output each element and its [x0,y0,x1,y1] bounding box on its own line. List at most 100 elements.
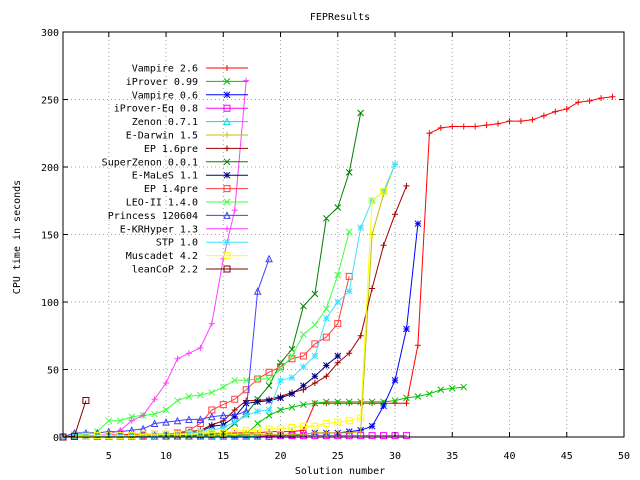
data-point [231,376,239,384]
series-line [62,164,396,438]
data-point [311,380,318,386]
data-point [185,350,192,357]
legend-swatch-marker [223,91,231,99]
data-point [219,429,227,437]
data-point [219,424,227,431]
y-tick-label: 100 [41,298,59,309]
y-tick-label: 200 [41,163,59,174]
legend: Vampire 2.6 iProver 0.99 Vampire 0.6 iProve… [102,64,248,276]
data-point [300,363,307,371]
data-point [139,432,147,440]
data-point [128,413,136,421]
data-point [334,352,342,360]
data-point [460,383,468,391]
data-point [311,290,319,298]
legend-entry: E-Darwin 1.5 [126,131,248,142]
data-point [277,366,284,373]
data-point [277,425,285,433]
legend-entry: SuperZenon 0.0.1 [102,157,248,168]
data-point [322,305,330,313]
data-point [243,77,250,84]
data-point [231,418,239,426]
data-point [323,400,330,407]
legend-label: LEO-II 1.4.0 [126,198,198,209]
data-point [231,207,238,214]
series-5 [60,161,399,440]
data-point [311,399,319,407]
data-point [322,314,330,322]
data-point [265,368,273,376]
data-point [277,394,284,402]
y-tick-label: 150 [41,231,59,242]
data-point [253,432,262,440]
data-point [254,431,261,438]
legend-label: iProver 0.99 [126,77,198,88]
data-point [219,411,228,419]
data-point [230,411,239,419]
legend-entry: Muscadet 4.2 [126,251,248,262]
data-point [299,422,307,430]
data-point [334,359,341,366]
data-point [380,187,388,195]
data-point [139,432,147,440]
legend-entry: leanCoP 2.2 [132,265,248,276]
data-point [403,394,410,402]
data-point [300,302,307,310]
data-point [311,429,318,436]
data-point [414,342,421,349]
data-point [265,254,273,263]
data-point [277,363,285,371]
data-point [414,393,422,400]
y-tick-label: 250 [41,96,59,107]
data-point [277,406,284,414]
data-point [368,197,376,205]
data-point [151,432,158,440]
x-tick-label: 50 [618,451,630,462]
data-point [277,359,284,367]
data-point [265,425,273,433]
legend-swatch-marker [223,252,231,260]
series-10 [59,228,353,441]
legend-swatch-marker [223,117,231,126]
data-point [242,386,250,394]
data-point [460,123,467,130]
data-point [495,120,502,127]
data-point [334,271,342,279]
legend-label: Muscadet 4.2 [126,251,198,262]
data-point [231,428,239,436]
data-point [300,401,307,408]
chart-title: FEPResults [310,12,370,23]
data-point [288,374,296,381]
data-point [403,325,410,333]
legend-swatch-marker [223,198,231,206]
data-point [254,426,262,434]
legend-swatch-marker [223,238,231,246]
legend-label: SuperZenon 0.0.1 [102,157,198,168]
data-point [208,406,216,414]
data-point [563,105,570,112]
data-point [288,390,296,398]
data-point [242,376,250,384]
legend-entry: Princess 120604 [108,211,248,222]
data-point [128,417,135,424]
legend-entry: Vampire 0.6 [132,90,248,101]
data-point [277,376,284,384]
x-tick-label: 20 [275,451,287,462]
legend-swatch-marker [224,132,230,138]
legend-label: EP 1.6pre [144,144,198,155]
data-point [357,428,364,435]
data-point [162,406,170,414]
series-line [62,164,396,438]
x-tick-label: 40 [503,451,515,462]
data-point [242,399,250,407]
data-point [334,400,341,407]
data-point [243,431,250,438]
legend-label: iProver-Eq 0.8 [114,104,198,115]
data-point [345,228,353,236]
legend-swatch-marker [223,265,231,273]
data-point [345,272,353,280]
legend-swatch-marker [223,211,231,219]
series-9 [59,272,353,441]
data-point [174,397,181,404]
data-point [300,382,307,390]
